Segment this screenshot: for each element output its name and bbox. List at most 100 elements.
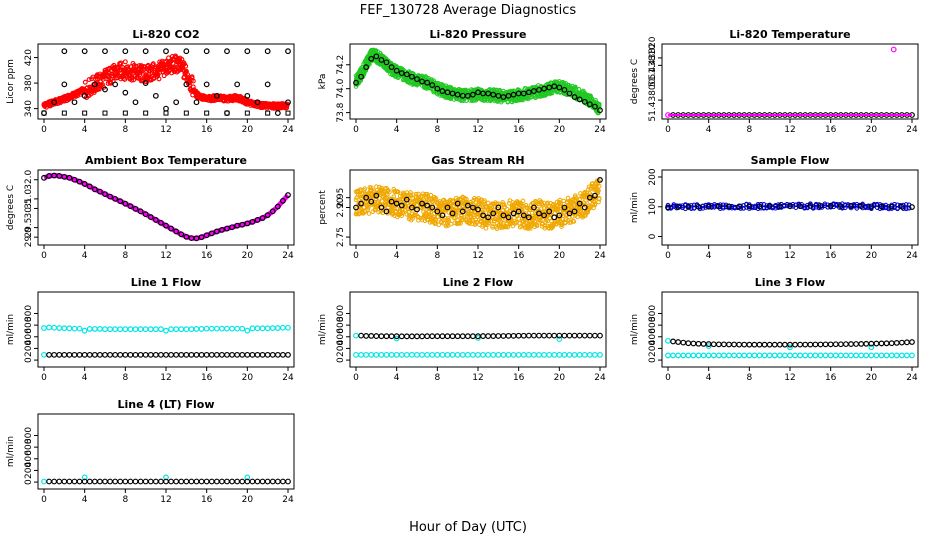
data-point — [470, 333, 476, 340]
data-point — [117, 351, 124, 358]
y-axis-label: ml/min — [6, 314, 16, 345]
data-point — [434, 333, 441, 340]
data-point — [264, 48, 271, 55]
x-tick-label: 16 — [513, 251, 525, 261]
data-point — [264, 351, 271, 358]
figure-title: FEF_130728 Average Diagnostics — [360, 3, 577, 18]
data-point — [837, 205, 842, 210]
y-tick-label: 420 — [24, 49, 34, 66]
data-point — [498, 220, 504, 226]
data-point — [147, 351, 154, 358]
data-point — [173, 228, 180, 235]
data-point — [868, 352, 875, 359]
data-point — [520, 351, 527, 358]
data-point — [483, 226, 489, 231]
data-point — [873, 352, 880, 359]
series-1 — [353, 47, 602, 116]
data-point — [208, 230, 215, 237]
data-point — [726, 203, 732, 210]
data-point — [874, 201, 880, 207]
data-point — [746, 341, 753, 348]
data-point — [766, 341, 773, 348]
panel-6: Sample Flow 0 4 8 12 16 20 24 0 100 200 ml/min — [630, 154, 919, 261]
data-point — [546, 226, 552, 231]
data-point — [269, 478, 276, 485]
data-point — [249, 218, 256, 225]
data-point — [576, 332, 583, 339]
data-point — [904, 352, 910, 359]
data-point — [792, 341, 798, 348]
y-tick-label: 800 — [24, 305, 34, 322]
data-point — [158, 478, 164, 485]
data-point — [424, 79, 431, 86]
data-point — [596, 178, 601, 184]
data-point — [832, 341, 839, 348]
data-point — [193, 478, 200, 485]
data-point — [436, 222, 442, 228]
data-point — [505, 332, 512, 339]
data-point — [107, 478, 113, 485]
data-point — [76, 478, 83, 485]
data-point — [904, 339, 910, 346]
data-point — [127, 351, 134, 358]
data-point — [858, 340, 865, 347]
data-point — [741, 341, 748, 348]
data-point — [556, 351, 563, 358]
x-tick-label: 16 — [201, 251, 213, 261]
series-1 — [665, 352, 915, 359]
data-point — [265, 110, 271, 116]
data-point — [581, 98, 588, 105]
data-point — [551, 214, 558, 221]
data-point — [542, 223, 548, 229]
data-point — [424, 333, 431, 340]
data-point — [81, 48, 88, 55]
data-point — [710, 352, 717, 359]
data-point — [239, 325, 246, 332]
data-point — [439, 212, 446, 219]
y-tick-label: 400 — [648, 328, 658, 345]
data-point — [280, 478, 286, 485]
data-point — [122, 326, 129, 333]
y-tick-label: 29.0 — [24, 227, 34, 247]
data-point — [249, 478, 256, 485]
data-point — [86, 478, 93, 485]
data-point — [731, 341, 737, 348]
data-point — [254, 217, 261, 223]
data-point — [147, 214, 154, 220]
data-point — [715, 341, 722, 348]
data-point — [398, 351, 405, 358]
data-point — [122, 89, 129, 96]
data-point — [807, 352, 814, 359]
data-point — [766, 352, 773, 359]
data-point — [383, 59, 390, 66]
data-point — [61, 478, 68, 485]
series-1 — [41, 324, 291, 334]
data-point — [425, 193, 431, 199]
data-point — [41, 351, 47, 358]
y-tick-label: 200 — [648, 340, 658, 357]
y-axis-label: Licor ppm — [6, 59, 16, 104]
panel-title: Ambient Box Temperature — [85, 154, 247, 167]
data-point — [444, 333, 451, 340]
data-point — [112, 351, 119, 358]
data-point — [183, 63, 189, 69]
data-point — [362, 186, 368, 191]
x-tick-label: 0 — [353, 373, 359, 383]
series-3 — [41, 110, 291, 116]
y-tick-label: 74.2 — [336, 55, 346, 75]
data-point — [378, 333, 385, 340]
data-point — [863, 352, 870, 359]
data-point — [880, 204, 886, 210]
data-point — [898, 203, 905, 210]
data-point — [503, 223, 508, 229]
data-point — [480, 351, 486, 358]
data-point — [898, 202, 903, 208]
data-point — [112, 326, 119, 333]
data-point — [368, 198, 375, 205]
data-point — [685, 203, 692, 210]
data-point — [234, 478, 241, 485]
data-point — [259, 215, 266, 221]
data-point — [485, 90, 492, 97]
data-point — [444, 351, 451, 358]
data-point — [71, 478, 78, 485]
